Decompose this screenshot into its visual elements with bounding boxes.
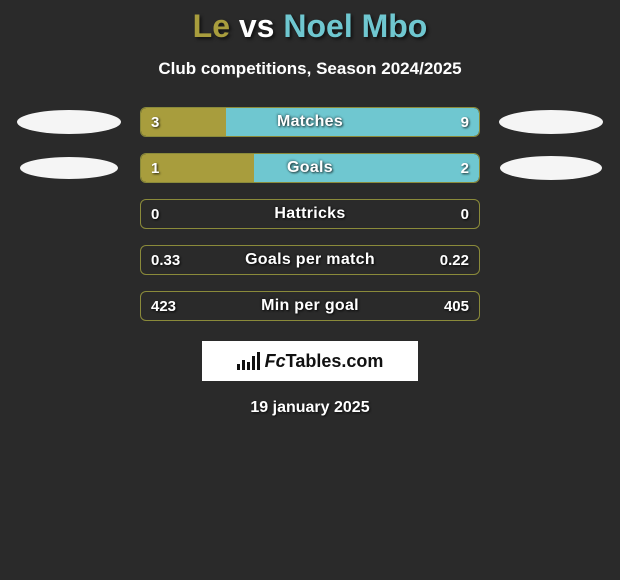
- date: 19 january 2025: [0, 399, 620, 417]
- ellipse-icon: [500, 156, 602, 180]
- right-indicator: [496, 245, 606, 275]
- left-indicator: [14, 107, 124, 137]
- stat-label: Goals: [141, 154, 479, 182]
- stat-row: 0.330.22Goals per match: [0, 245, 620, 275]
- stat-rows: 39Matches 12Goals 00Hattricks 0.330.22Goals…: [0, 107, 620, 321]
- stat-bar: 39Matches: [140, 107, 480, 137]
- right-indicator: [496, 107, 606, 137]
- logo-prefix: Fc: [265, 351, 286, 371]
- stat-bar: 0.330.22Goals per match: [140, 245, 480, 275]
- left-indicator: [14, 199, 124, 229]
- right-indicator: [496, 199, 606, 229]
- left-indicator: [14, 245, 124, 275]
- right-indicator: [496, 153, 606, 183]
- stat-row: 39Matches: [0, 107, 620, 137]
- stat-label: Goals per match: [141, 246, 479, 274]
- bar-chart-icon: [237, 352, 259, 370]
- left-indicator: [14, 153, 124, 183]
- right-indicator: [496, 291, 606, 321]
- ellipse-icon: [499, 110, 603, 134]
- stat-label: Min per goal: [141, 292, 479, 320]
- stat-row: 12Goals: [0, 153, 620, 183]
- ellipse-icon: [17, 110, 121, 134]
- stat-bar: 00Hattricks: [140, 199, 480, 229]
- subtitle: Club competitions, Season 2024/2025: [0, 59, 620, 79]
- logo-rest: Tables.com: [286, 351, 384, 371]
- title-player1: Le: [193, 8, 230, 44]
- title: Le vs Noel Mbo: [0, 8, 620, 45]
- stat-row: 00Hattricks: [0, 199, 620, 229]
- comparison-card: Le vs Noel Mbo Club competitions, Season…: [0, 0, 620, 580]
- stat-row: 423405Min per goal: [0, 291, 620, 321]
- logo-text: FcTables.com: [265, 351, 384, 372]
- stat-bar: 423405Min per goal: [140, 291, 480, 321]
- stat-bar: 12Goals: [140, 153, 480, 183]
- title-vs: vs: [239, 8, 275, 44]
- logo: FcTables.com: [202, 341, 418, 381]
- stat-label: Hattricks: [141, 200, 479, 228]
- ellipse-icon: [20, 157, 118, 179]
- stat-label: Matches: [141, 108, 479, 136]
- left-indicator: [14, 291, 124, 321]
- title-player2: Noel Mbo: [283, 8, 427, 44]
